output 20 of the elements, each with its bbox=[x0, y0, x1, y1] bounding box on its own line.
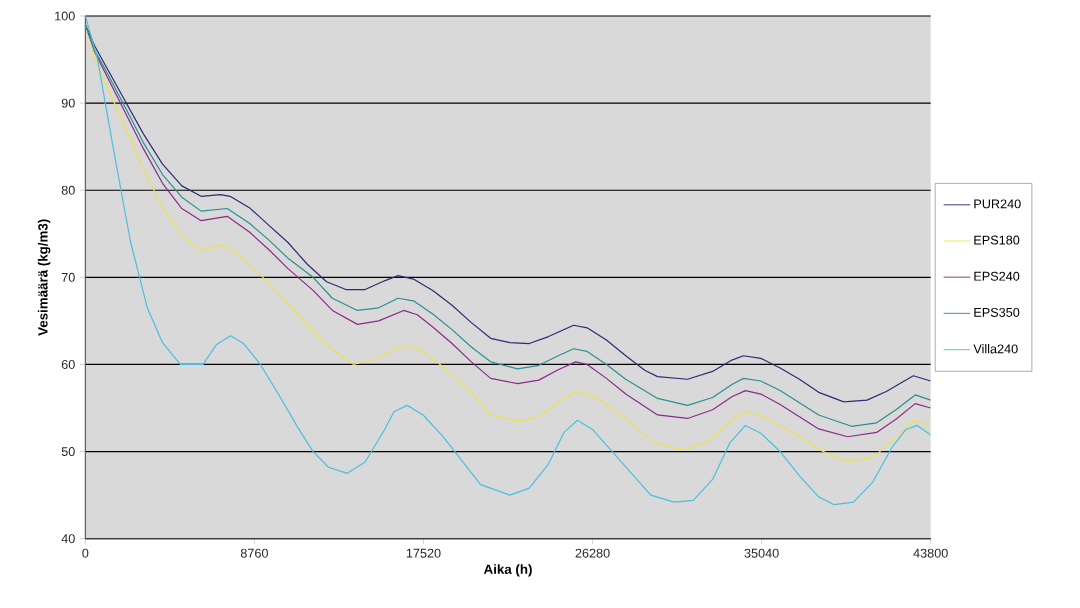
y-tick-label: 50 bbox=[61, 447, 75, 457]
x-tick-label: 17520 bbox=[406, 548, 441, 558]
x-tick-label: 35040 bbox=[744, 548, 779, 558]
legend-label: PUR240 bbox=[974, 199, 1021, 209]
x-tick-label: 43800 bbox=[913, 548, 948, 558]
legend-label: Villa240 bbox=[973, 344, 1018, 354]
x-axis-title: Aika (h) bbox=[483, 564, 532, 577]
legend-label: EPS350 bbox=[974, 307, 1020, 317]
x-tick-label: 0 bbox=[82, 548, 89, 558]
x-tick-label: 26280 bbox=[575, 548, 610, 558]
y-tick-label: 40 bbox=[61, 534, 75, 544]
y-tick-label: 70 bbox=[61, 272, 75, 282]
y-tick-label: 90 bbox=[61, 98, 75, 108]
y-tick-label: 60 bbox=[61, 359, 75, 369]
y-tick-label: 80 bbox=[61, 185, 75, 195]
y-tick-label: 100 bbox=[55, 11, 75, 21]
legend-label: EPS180 bbox=[974, 235, 1020, 245]
x-tick-label: 8760 bbox=[240, 548, 268, 558]
y-axis-title: Vesimäärä (kg/m3) bbox=[37, 219, 51, 336]
legend-label: EPS240 bbox=[974, 271, 1020, 281]
